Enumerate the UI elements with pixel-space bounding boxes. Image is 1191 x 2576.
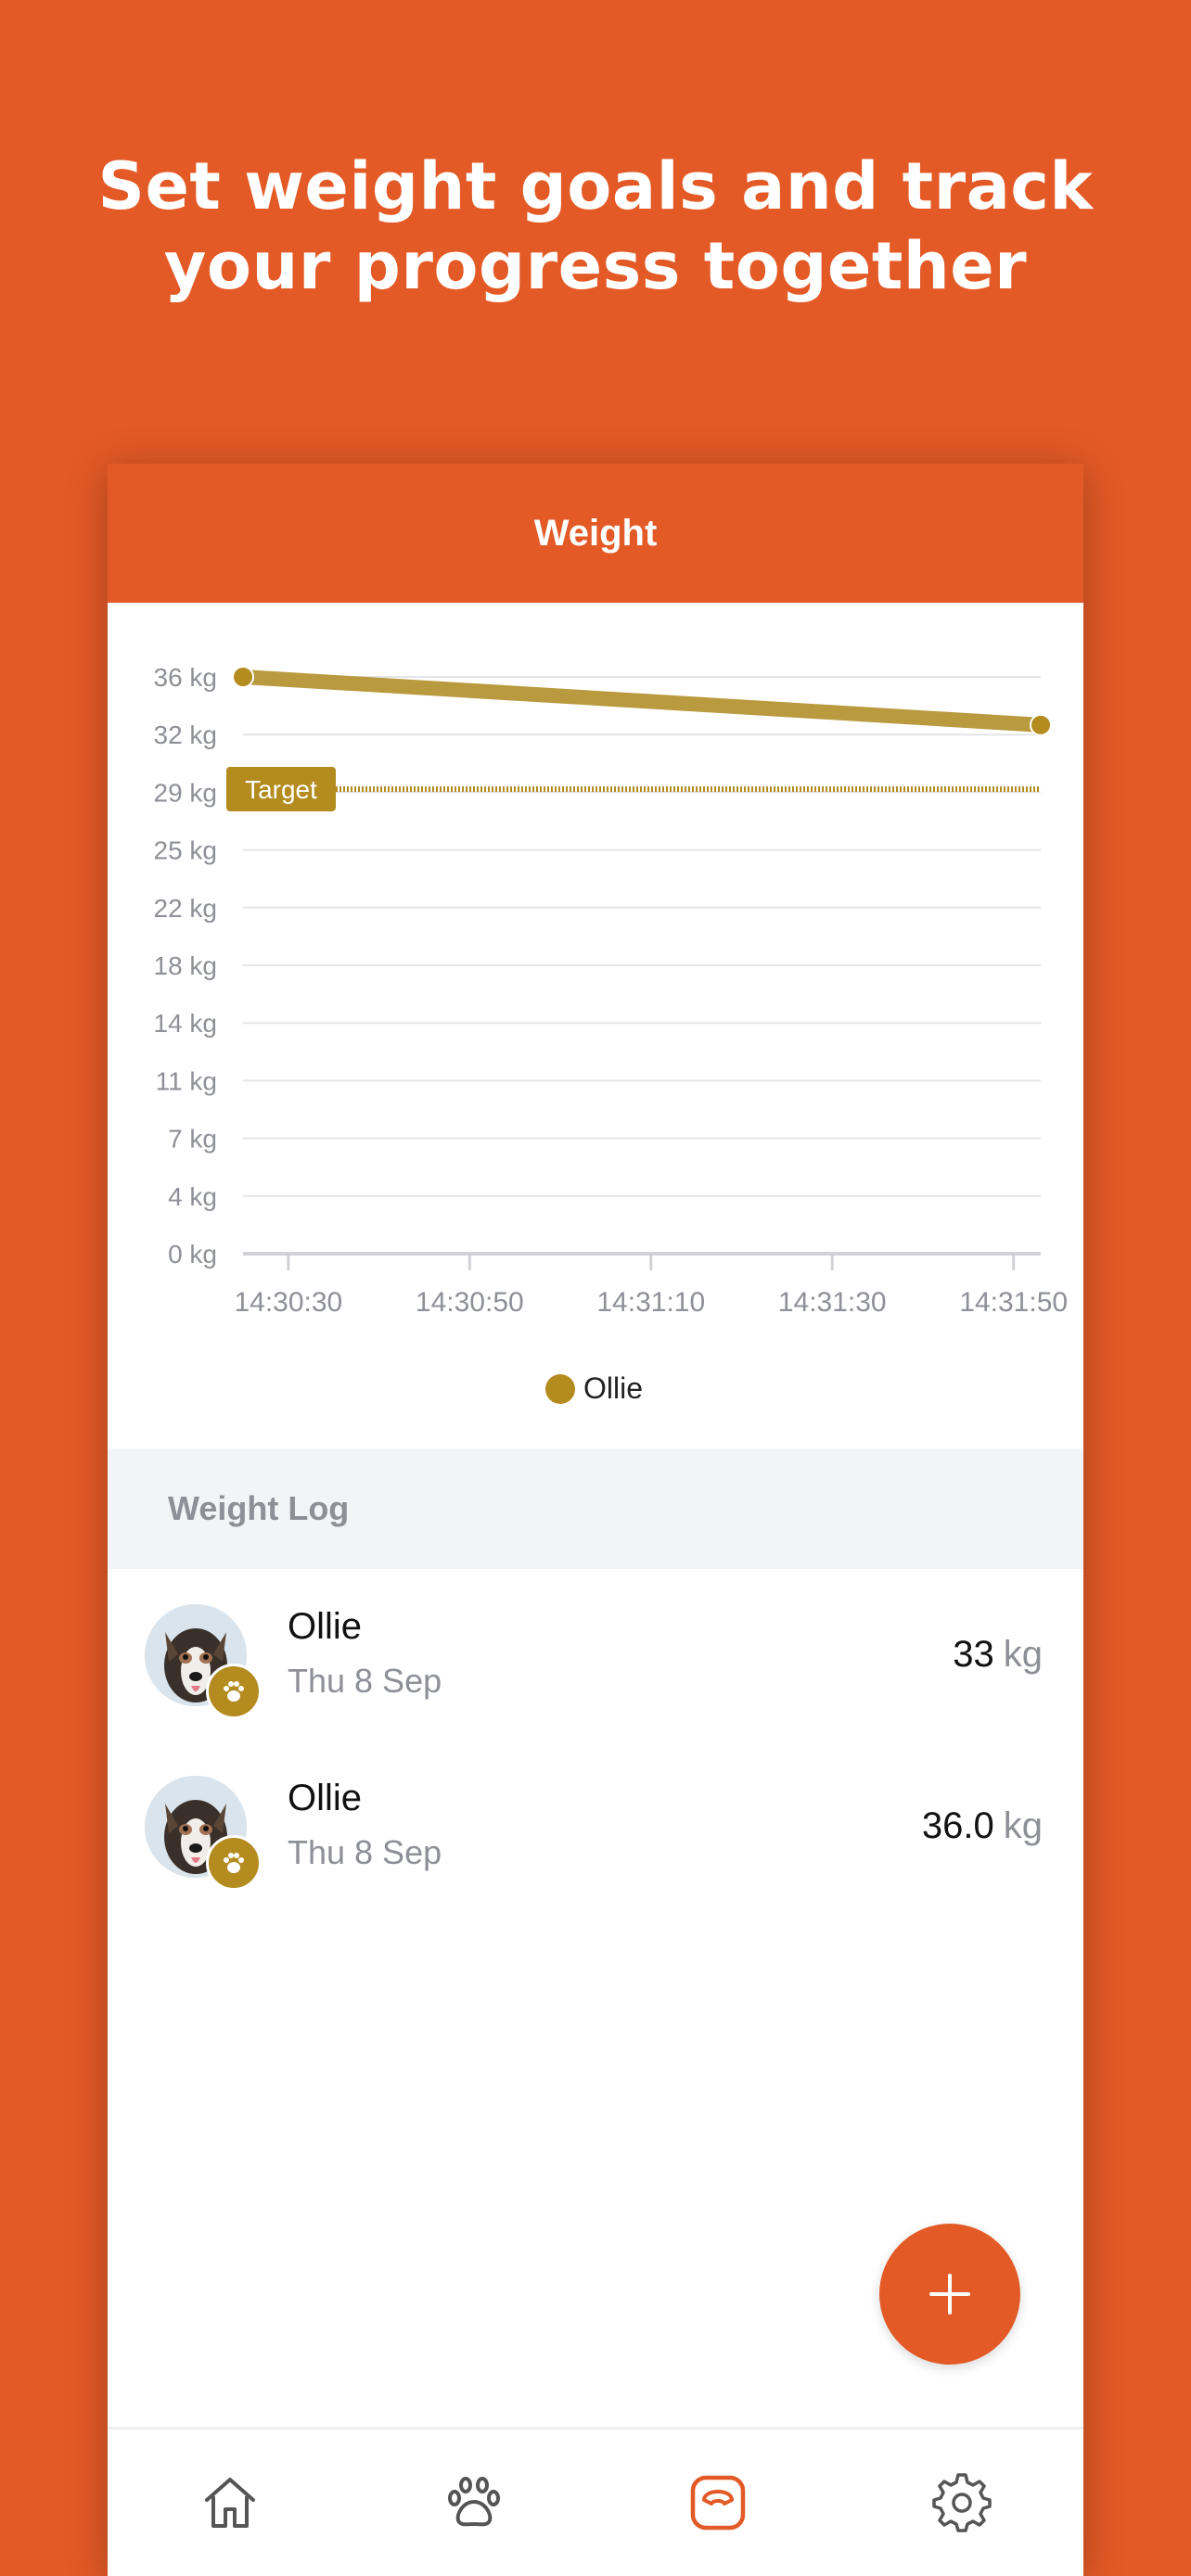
- home-icon: [204, 2478, 255, 2528]
- nav-item-home[interactable]: [174, 2447, 286, 2558]
- log-item-pet-name: Ollie: [288, 1606, 363, 1647]
- log-item-pet-name: Ollie: [288, 1778, 363, 1818]
- pet-avatar: [145, 1776, 247, 1878]
- log-item-date: Thu 8 Sep: [288, 1833, 442, 1871]
- nav-item-pets[interactable]: [418, 2447, 530, 2558]
- gear-icon: [931, 2473, 992, 2532]
- headline: Set weight goals and track your progress…: [0, 147, 1191, 306]
- x-tick-label: 14:31:50: [959, 1287, 1068, 1318]
- target-label: Target: [245, 775, 317, 804]
- x-tick-label: 14:31:10: [596, 1287, 705, 1318]
- data-point: [232, 666, 254, 688]
- screen-title: Weight: [533, 512, 658, 554]
- log-item-weight-unit: kg: [1003, 1634, 1043, 1675]
- plus-icon: [929, 2274, 970, 2315]
- data-point: [1030, 713, 1052, 736]
- legend-marker: [545, 1374, 575, 1404]
- log-item[interactable]: Ollie Thu 8 Sep 33 kg: [108, 1569, 1083, 1741]
- bottom-navigation: [108, 2427, 1083, 2576]
- paw-badge-icon: [206, 1835, 262, 1891]
- weight-scale-icon: [690, 2475, 745, 2531]
- paw-badge-icon: [206, 1664, 262, 1719]
- weight-log-header: Weight Log: [108, 1448, 1083, 1569]
- log-item-weight: 33 kg: [953, 1634, 1043, 1676]
- series-line-ollie: [236, 670, 1048, 733]
- y-tick-label: 7 kg: [168, 1125, 217, 1154]
- add-weight-button[interactable]: [879, 2224, 1020, 2365]
- log-item[interactable]: Ollie Thu 8 Sep 36.0 kg: [108, 1741, 1083, 1912]
- nav-item-weight[interactable]: [662, 2447, 774, 2558]
- log-item-weight-unit: kg: [1003, 1805, 1043, 1846]
- headline-line-1: Set weight goals and track: [97, 148, 1094, 224]
- y-tick-label: 22 kg: [154, 894, 218, 923]
- nav-item-settings[interactable]: [906, 2447, 1018, 2558]
- paw-icon: [447, 2477, 500, 2527]
- screen-header: Weight: [108, 464, 1083, 603]
- y-tick-label: 4 kg: [168, 1182, 217, 1211]
- log-item-weight-value: 36.0: [921, 1805, 994, 1846]
- weight-chart: 0 kg 4 kg 7 kg 11 kg 14 kg 18 kg 22 kg 25 kg 29 …: [108, 603, 1083, 1448]
- y-tick-label: 14 kg: [154, 1009, 218, 1038]
- weight-log-title: Weight Log: [168, 1489, 350, 1527]
- pet-avatar: [145, 1604, 247, 1706]
- x-tick-label: 14:31:30: [778, 1287, 887, 1318]
- weight-chart-svg: 0 kg 4 kg 7 kg 11 kg 14 kg 18 kg 22 kg 25 kg 29 …: [154, 663, 1069, 1405]
- y-tick-label: 11 kg: [156, 1066, 217, 1095]
- log-item-weight: 36.0 kg: [922, 1805, 1043, 1847]
- y-tick-label: 29 kg: [154, 778, 218, 807]
- y-tick-label: 32 kg: [154, 721, 218, 749]
- log-item-date: Thu 8 Sep: [288, 1662, 442, 1700]
- x-tick-label: 14:30:30: [234, 1287, 342, 1318]
- headline-line-2: your progress together: [163, 228, 1028, 304]
- y-tick-label: 36 kg: [154, 663, 218, 692]
- x-tick-label: 14:30:50: [416, 1287, 524, 1318]
- y-tick-label: 25 kg: [154, 836, 218, 865]
- phone-screen: Weight 0 kg 4 kg 7 kg 11 kg 14 kg 18 kg 22 kg 2…: [108, 464, 1083, 2576]
- y-tick-label: 18 kg: [154, 951, 218, 980]
- legend-label: Ollie: [583, 1371, 643, 1405]
- target-label-box: [226, 766, 336, 811]
- y-tick-label: 0 kg: [168, 1240, 217, 1269]
- log-item-weight-value: 33: [953, 1634, 994, 1675]
